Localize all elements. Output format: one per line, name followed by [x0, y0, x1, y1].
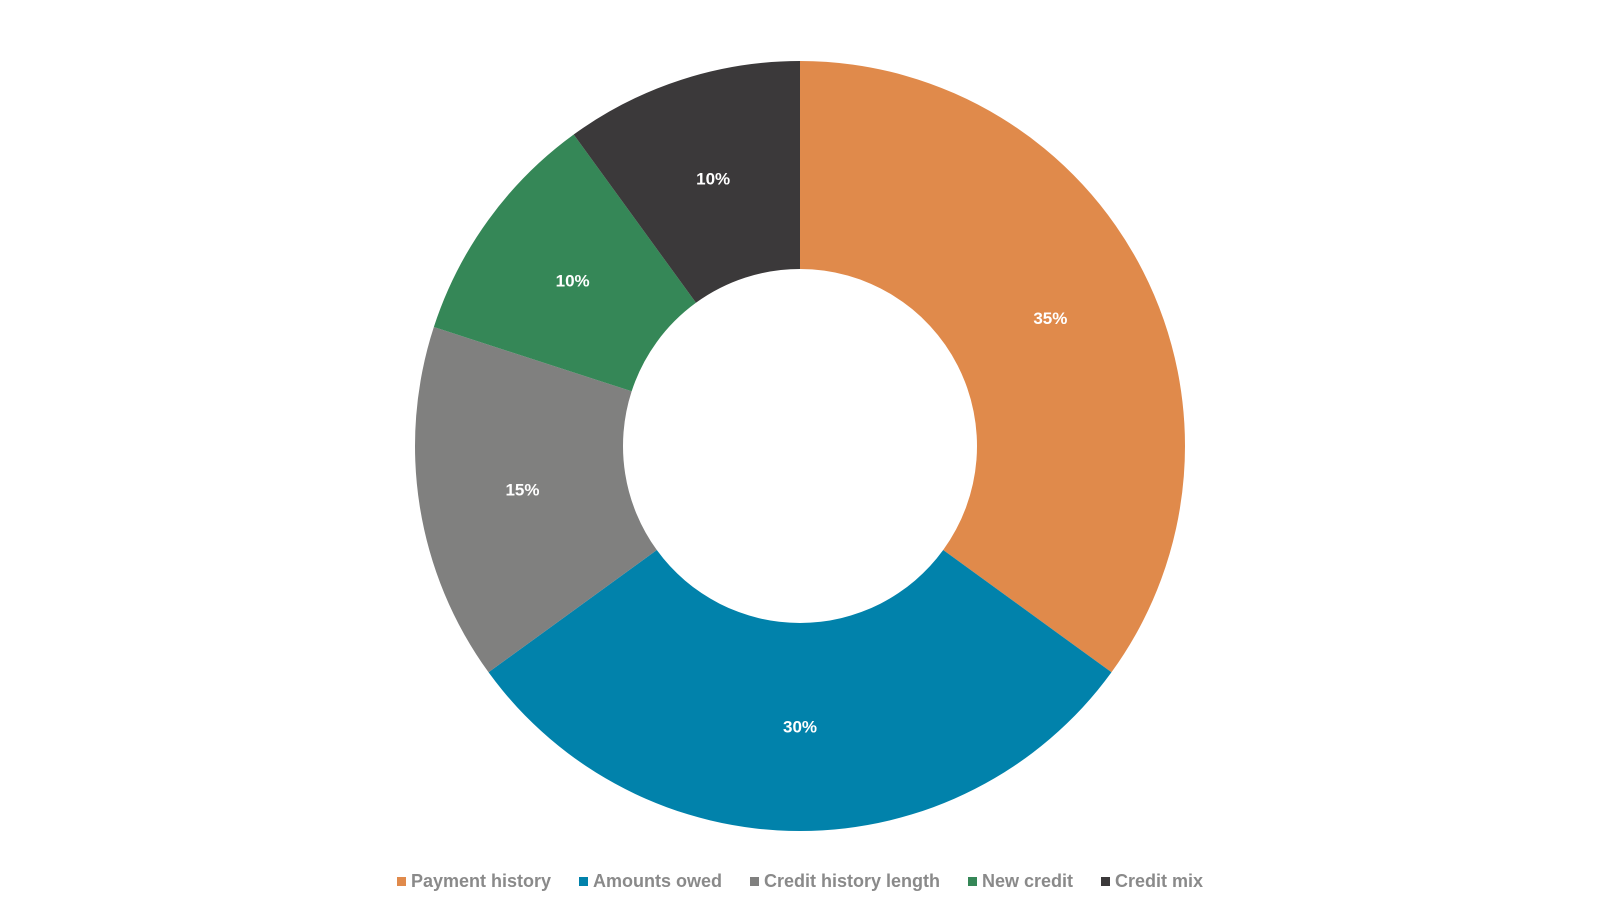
- slice-value-label: 10%: [696, 169, 730, 188]
- slice-value-label: 10%: [556, 271, 590, 290]
- legend-item-new-credit: New credit: [968, 871, 1073, 892]
- legend-swatch: [578, 877, 588, 886]
- chart-legend: Payment history Amounts owed Credit hist…: [0, 871, 1600, 892]
- legend-swatch: [1101, 877, 1111, 886]
- legend-item-amounts-owed: Amounts owed: [578, 871, 722, 892]
- legend-item-credit-mix: Credit mix: [1101, 871, 1203, 892]
- legend-swatch: [749, 877, 759, 886]
- slice-value-label: 30%: [783, 718, 817, 737]
- legend-label: Credit mix: [1115, 871, 1204, 891]
- slice-value-label: 35%: [1033, 309, 1067, 328]
- legend-swatch: [396, 877, 406, 886]
- legend-label: Payment history: [410, 871, 551, 891]
- legend-item-credit-history-length: Credit history length: [749, 871, 940, 892]
- legend-label: New credit: [982, 871, 1074, 891]
- legend-swatch: [968, 877, 977, 886]
- donut-slice-credit-mix: [573, 61, 800, 303]
- slice-value-label: 15%: [505, 480, 539, 499]
- donut-slice-credit-history-length: [414, 327, 657, 673]
- legend-item-payment-history: Payment history: [396, 871, 551, 892]
- donut-slice-new-credit: [433, 134, 696, 392]
- donut-chart: 35% 30% 15% 10% 10%: [414, 61, 1185, 831]
- donut-slice-payment-history: [800, 61, 1185, 673]
- legend-label: Credit history length: [763, 871, 940, 891]
- donut-slice-amounts-owed: [488, 550, 1112, 831]
- legend-label: Amounts owed: [592, 871, 722, 891]
